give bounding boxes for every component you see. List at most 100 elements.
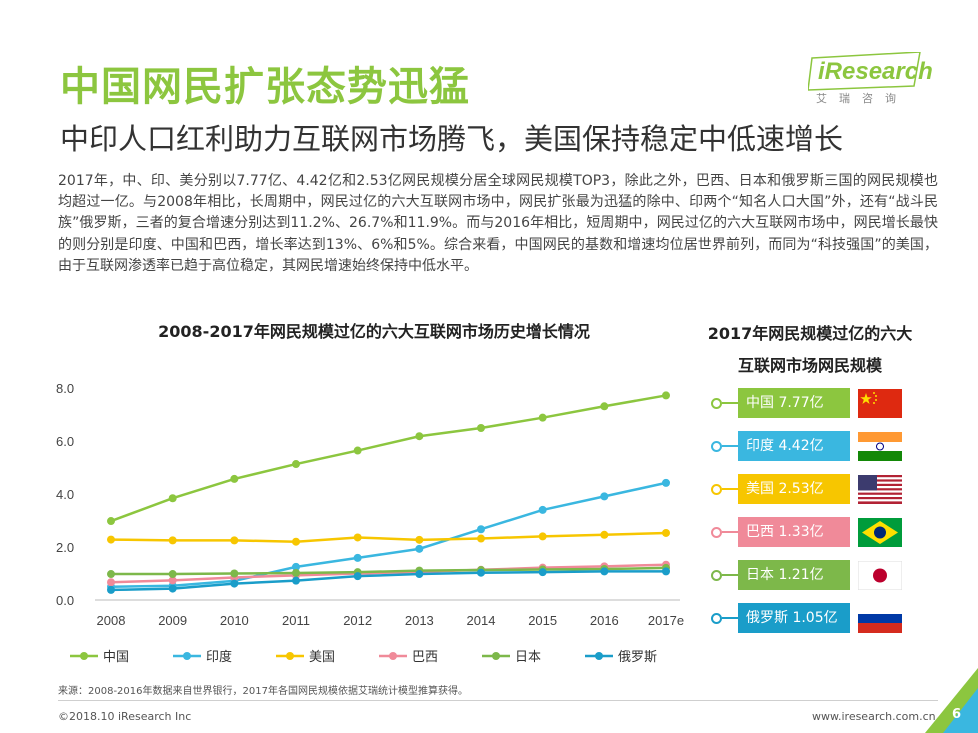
legend-label: 巴西 xyxy=(412,650,438,665)
data-point xyxy=(662,391,670,400)
data-point xyxy=(662,567,670,576)
side-item-label: 日本 1.21亿 xyxy=(738,560,850,590)
data-point xyxy=(292,537,300,546)
corner-decoration-icon xyxy=(925,668,978,733)
side-item-japan: 日本 1.21亿 xyxy=(706,558,916,592)
y-tick-label: 4.0 xyxy=(56,487,74,502)
data-point xyxy=(662,478,670,487)
y-tick-label: 0.0 xyxy=(56,593,74,608)
x-tick-label: 2008 xyxy=(97,613,126,628)
dot-icon xyxy=(711,398,722,409)
data-point xyxy=(107,535,115,544)
data-point xyxy=(107,585,115,594)
data-point xyxy=(168,570,177,579)
series-line xyxy=(110,570,666,592)
data-point xyxy=(168,536,177,545)
connector-line xyxy=(722,574,738,576)
data-point xyxy=(230,569,239,578)
series-line xyxy=(110,531,667,543)
data-point xyxy=(292,562,300,571)
data-point xyxy=(415,544,424,553)
data-point xyxy=(477,534,485,543)
website-link[interactable]: www.iresearch.com.cn xyxy=(812,710,936,723)
side-item-label: 美国 2.53亿 xyxy=(738,474,850,504)
legend-marker xyxy=(183,652,191,660)
connector-line xyxy=(722,488,738,490)
data-point xyxy=(477,568,485,577)
legend-label: 美国 xyxy=(309,650,335,665)
x-tick-label: 2015 xyxy=(528,613,557,628)
data-point xyxy=(107,517,115,526)
dot-icon xyxy=(711,613,722,624)
logo-subtext: 艾瑞咨询 xyxy=(816,92,908,105)
source-note: 来源：2008-2016年数据来自世界银行，2017年各国网民规模依据艾瑞统计模… xyxy=(58,686,468,697)
x-tick-label: 2009 xyxy=(158,613,187,628)
x-tick-label: 2010 xyxy=(220,613,249,628)
russia-flag-icon xyxy=(858,604,902,633)
legend-marker xyxy=(492,652,500,660)
x-tick-label: 2016 xyxy=(590,613,619,628)
page-number: 6 xyxy=(952,707,962,722)
page-subtitle: 中印人口红利助力互联网市场腾飞，美国保持稳定中低速增长 xyxy=(60,122,844,156)
legend-marker xyxy=(286,652,294,660)
data-point xyxy=(538,413,547,422)
line-chart: 0.0 2.0 4.0 6.0 8.0 2008 2009 2010 2011 2012 2013 2… xyxy=(56,381,684,665)
x-tick-label: 2014 xyxy=(467,613,496,628)
legend-marker xyxy=(389,652,397,660)
data-point xyxy=(230,474,239,483)
connector-line xyxy=(722,617,738,619)
data-point xyxy=(168,494,177,503)
side-item-india: 印度 4.42亿 xyxy=(706,429,916,463)
logo-text: iResearch xyxy=(818,58,933,85)
data-point xyxy=(662,528,670,537)
series-line xyxy=(111,566,667,576)
data-point xyxy=(353,553,362,562)
data-point xyxy=(415,535,424,544)
x-tick-label: 2011 xyxy=(282,613,310,628)
body-paragraph: 2017年，中、印、美分别以7.77亿、4.42亿和2.53亿网民规模分居全球网… xyxy=(58,173,938,274)
data-point xyxy=(600,492,609,501)
dot-icon xyxy=(711,570,722,581)
legend-marker xyxy=(80,652,88,660)
data-point xyxy=(415,432,424,441)
japan-flag-icon xyxy=(858,561,902,590)
side-item-russia: 俄罗斯 1.05亿 xyxy=(706,601,916,635)
side-item-label: 中国 7.77亿 xyxy=(738,388,850,418)
side-item-brazil: 巴西 1.33亿 xyxy=(706,515,916,549)
connector-line xyxy=(722,445,738,447)
dot-icon xyxy=(711,441,722,452)
data-point xyxy=(168,576,177,585)
data-point xyxy=(600,530,609,539)
data-point xyxy=(600,567,609,576)
iresearch-logo: iResearch 艾瑞咨询 xyxy=(808,52,933,110)
data-point xyxy=(353,446,362,455)
side-title-line1: 2017年网民规模过亿的六大 xyxy=(707,324,913,343)
legend-label: 中国 xyxy=(103,650,129,665)
copyright-text: ©2018.10 iResearch Inc xyxy=(58,710,192,723)
side-item-label: 俄罗斯 1.05亿 xyxy=(738,603,850,633)
usa-flag-icon xyxy=(858,475,902,504)
legend-label: 印度 xyxy=(206,649,232,665)
page-title: 中国网民扩张态势迅猛 xyxy=(60,64,470,110)
x-tick-label: 2012 xyxy=(343,613,372,628)
x-tick-label: 2013 xyxy=(405,613,434,628)
side-item-usa: 美国 2.53亿 xyxy=(706,472,916,506)
data-point xyxy=(538,532,547,541)
data-point xyxy=(107,578,115,587)
side-title: 2017年网民规模过亿的六大 互联网市场网民规模 xyxy=(676,318,944,382)
series-line xyxy=(110,394,667,523)
data-point xyxy=(415,570,424,579)
data-point xyxy=(353,533,362,542)
india-flag-icon xyxy=(858,432,902,461)
brazil-flag-icon xyxy=(858,518,902,547)
data-point xyxy=(292,460,300,469)
data-point xyxy=(477,525,485,534)
legend-label: 俄罗斯 xyxy=(618,650,657,665)
connector-line xyxy=(722,402,738,404)
y-tick-label: 2.0 xyxy=(56,540,74,555)
x-tick-label: 2017e xyxy=(648,613,684,628)
side-item-label: 巴西 1.33亿 xyxy=(738,517,850,547)
data-point xyxy=(353,572,362,581)
connector-line xyxy=(722,531,738,533)
side-item-label: 印度 4.42亿 xyxy=(738,431,850,461)
